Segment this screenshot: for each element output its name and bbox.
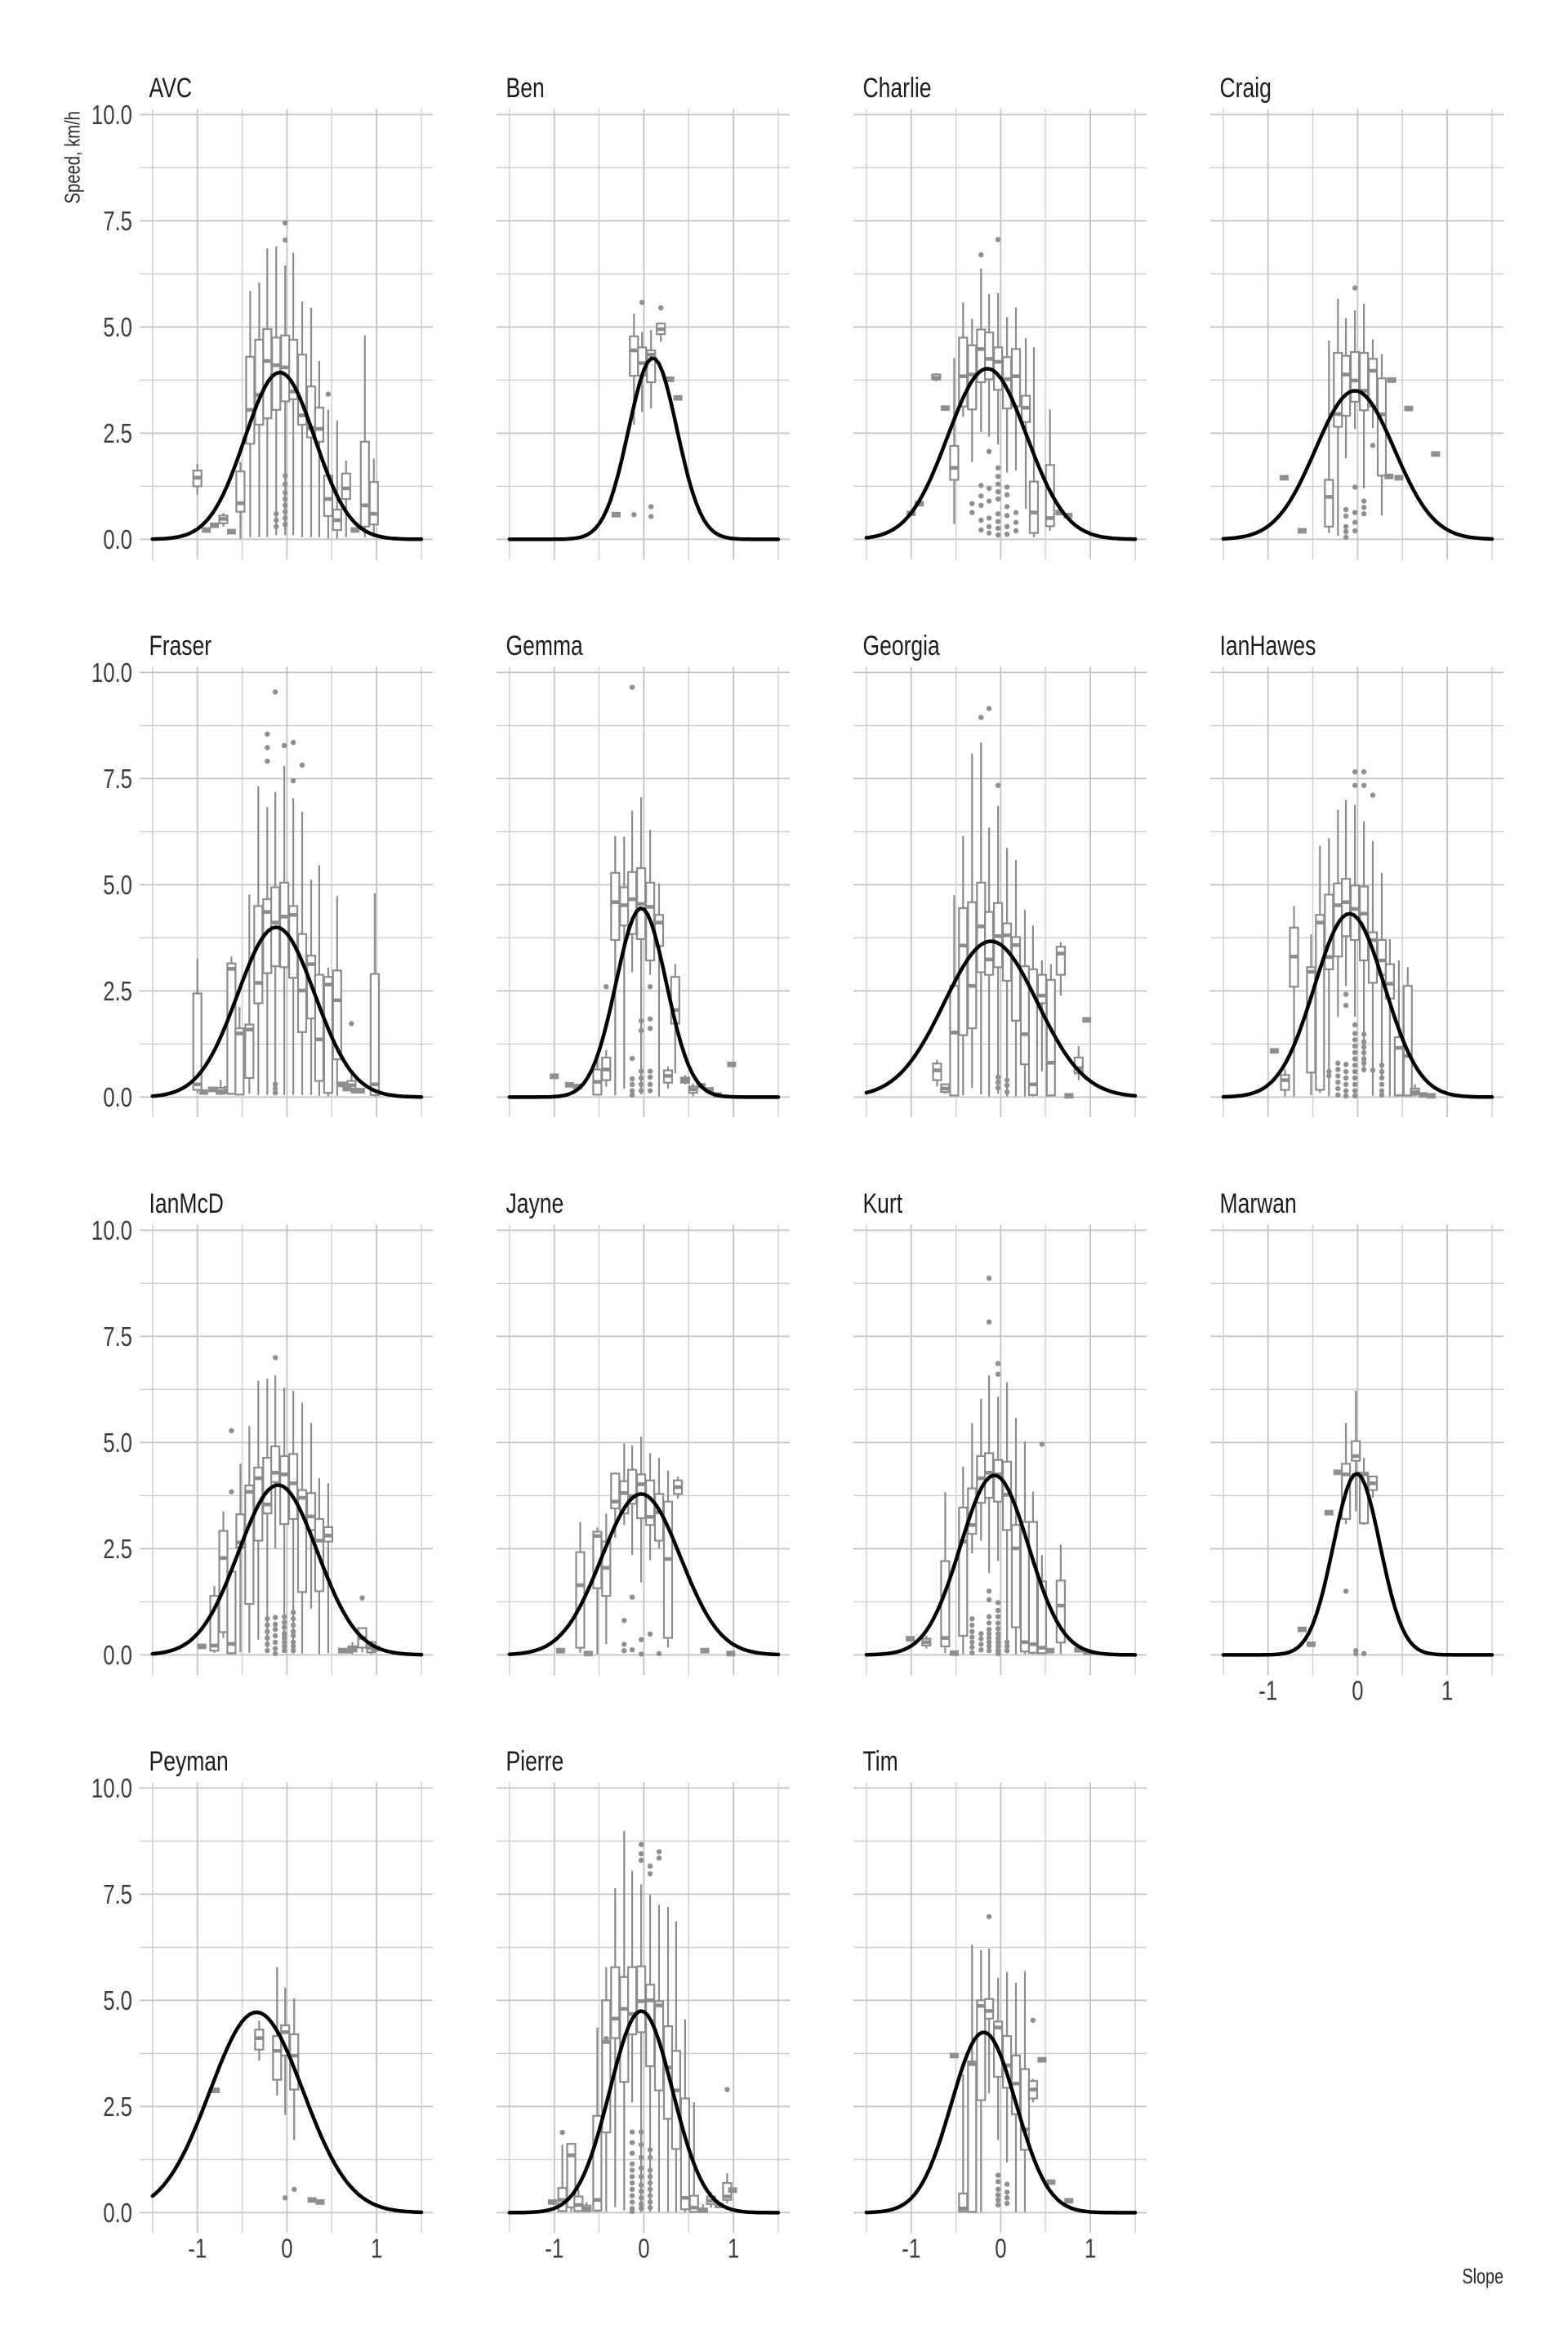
svg-text:0: 0 — [281, 2233, 292, 2263]
svg-text:Pierre: Pierre — [506, 1746, 564, 1777]
svg-text:0.0: 0.0 — [103, 1082, 132, 1112]
svg-text:Kurt: Kurt — [863, 1188, 903, 1219]
svg-text:Marwan: Marwan — [1220, 1188, 1297, 1219]
svg-text:2.5: 2.5 — [103, 2091, 132, 2122]
svg-text:10.0: 10.0 — [91, 1215, 132, 1245]
svg-text:1: 1 — [728, 2233, 739, 2263]
svg-text:10.0: 10.0 — [91, 657, 132, 688]
svg-text:10.0: 10.0 — [91, 100, 132, 130]
svg-text:2.5: 2.5 — [103, 976, 132, 1006]
svg-text:-1: -1 — [1258, 1675, 1277, 1705]
svg-text:Charlie: Charlie — [863, 73, 932, 104]
svg-text:-1: -1 — [188, 2233, 207, 2263]
svg-text:Tim: Tim — [863, 1746, 898, 1777]
svg-text:Speed, km/h: Speed, km/h — [62, 111, 85, 204]
svg-text:7.5: 7.5 — [103, 1879, 132, 1909]
svg-text:2.5: 2.5 — [103, 418, 132, 448]
svg-text:-1: -1 — [902, 2233, 920, 2263]
svg-text:0: 0 — [995, 2233, 1006, 2263]
svg-text:1: 1 — [1085, 2233, 1096, 2263]
svg-text:Slope: Slope — [1462, 2265, 1503, 2288]
svg-text:Georgia: Georgia — [863, 630, 940, 662]
svg-text:Fraser: Fraser — [149, 630, 212, 662]
svg-text:7.5: 7.5 — [103, 206, 132, 236]
svg-text:2.5: 2.5 — [103, 1534, 132, 1564]
svg-text:0: 0 — [638, 2233, 649, 2263]
svg-text:Peyman: Peyman — [149, 1746, 229, 1777]
svg-text:Ben: Ben — [506, 73, 545, 104]
svg-text:7.5: 7.5 — [103, 764, 132, 794]
svg-text:5.0: 5.0 — [103, 1428, 132, 1458]
svg-text:IanMcD: IanMcD — [149, 1188, 224, 1219]
svg-text:5.0: 5.0 — [103, 312, 132, 342]
svg-text:1: 1 — [371, 2233, 382, 2263]
svg-text:5.0: 5.0 — [103, 1985, 132, 2016]
svg-text:1: 1 — [1441, 1675, 1453, 1705]
svg-text:10.0: 10.0 — [91, 1773, 132, 1803]
svg-text:Gemma: Gemma — [506, 630, 583, 662]
svg-text:AVC: AVC — [149, 73, 193, 104]
svg-text:Craig: Craig — [1220, 73, 1272, 104]
svg-text:0: 0 — [1352, 1675, 1363, 1705]
svg-text:7.5: 7.5 — [103, 1321, 132, 1352]
svg-text:0.0: 0.0 — [103, 2198, 132, 2228]
svg-text:5.0: 5.0 — [103, 870, 132, 900]
svg-text:Jayne: Jayne — [506, 1188, 564, 1219]
svg-text:IanHawes: IanHawes — [1220, 630, 1316, 662]
svg-text:0.0: 0.0 — [103, 1640, 132, 1670]
svg-text:0.0: 0.0 — [103, 524, 132, 555]
svg-text:-1: -1 — [545, 2233, 564, 2263]
